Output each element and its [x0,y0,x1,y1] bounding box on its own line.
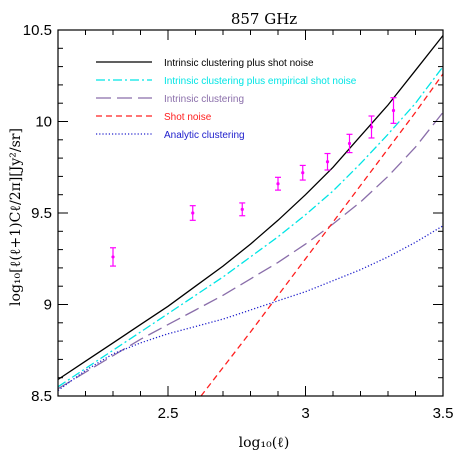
data-point-marker [369,125,374,129]
data-point-marker [391,108,396,113]
x-tick-label: 3 [301,405,309,422]
legend-label-4: Shot noise [164,112,212,123]
data-point-marker [240,207,244,211]
x-tick-label: 2.5 [158,405,179,422]
y-tick-label: 9.5 [31,205,52,222]
series-line-1 [58,35,443,381]
data-point-7 [346,133,353,154]
series-line-3 [58,111,443,390]
data-point-2 [189,205,196,221]
series-line-4 [200,73,443,396]
legend-label-3: Intrinsic clustering [164,94,244,105]
data-point-8 [368,115,375,139]
axes-layer: 2.5 3 3.5 8.5 9 9.5 10 10.5 [23,22,454,422]
y-tick-label: 8.5 [31,388,52,405]
y-tick-label: 10 [35,114,52,131]
y-axis-label: log₁₀[ℓ(ℓ+1)Cℓ/2π][Jy²/sr] [8,128,24,306]
data-point-3 [239,202,246,217]
data-point-6 [324,152,331,171]
data-point-marker [276,182,280,186]
data-point-marker [301,171,305,175]
legend-label-2: Intrinsic clustering plus empirical shot… [164,76,357,87]
legend-label-1: Intrinsic clustering plus shot noise [164,58,314,69]
curves-layer [58,35,443,396]
series-line-2 [58,66,443,388]
data-point-marker [347,141,352,146]
data-point-marker [325,160,330,164]
data-point-5 [299,164,306,181]
data-point-marker [191,211,195,215]
data-points-layer [110,97,397,267]
legend-label-5: Analytic clustering [164,130,245,141]
legend: Intrinsic clustering plus shot noise Intr… [96,58,357,141]
x-tick-label: 3.5 [433,405,454,422]
y-tick-label: 10.5 [23,22,52,39]
y-tick-label: 9 [44,297,52,314]
x-axis-label: log₁₀(ℓ) [239,435,290,451]
data-point-4 [275,176,281,191]
data-point-9 [390,97,397,124]
data-point-1 [110,247,116,267]
data-point-marker [111,255,115,259]
chart-title: 857 GHz [231,10,297,28]
